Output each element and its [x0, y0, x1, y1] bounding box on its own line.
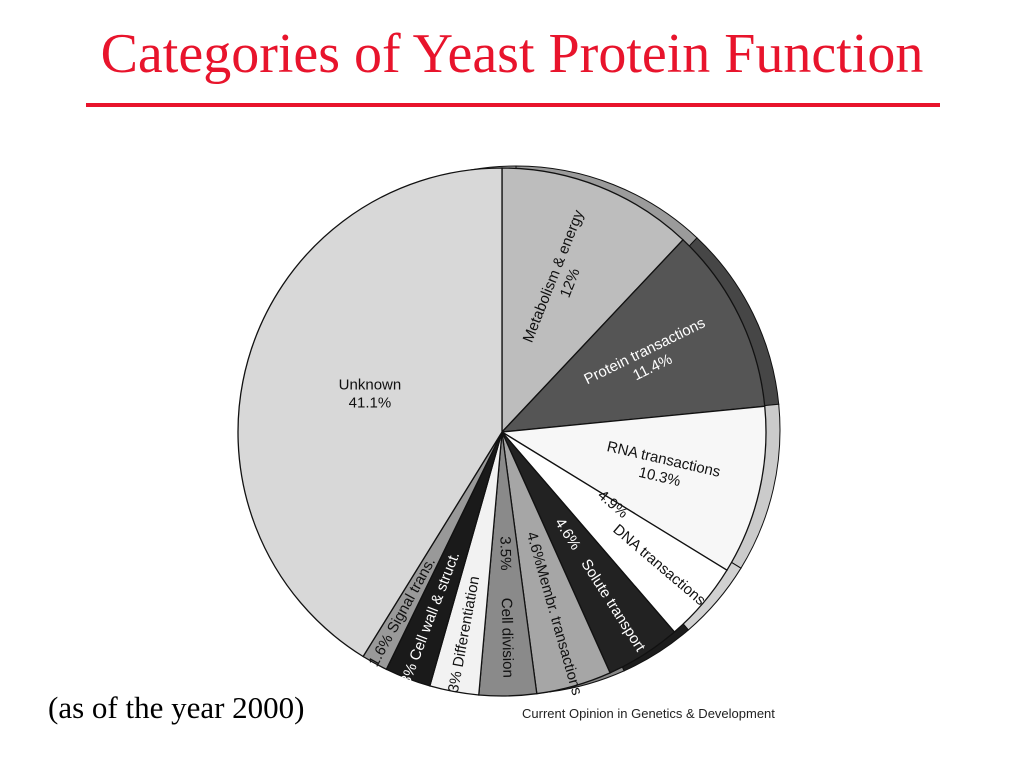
pie-slice-protein-transactions [500, 238, 766, 433]
pie-slices [237, 167, 767, 697]
source-credit: Current Opinion in Genetics & Developmen… [522, 706, 775, 721]
pie-label-value: 3.5% [496, 536, 514, 571]
pie-label-value: 41.1% [349, 394, 392, 411]
pie-slice-unknown [237, 167, 503, 658]
title-underline [86, 103, 940, 107]
pie-slice-rna-transactions [500, 405, 767, 572]
pie-label-cell-division: Cell division 3.5% [496, 536, 516, 678]
footnote: (as of the year 2000) [48, 690, 305, 725]
pie-label-name: Unknown [339, 376, 402, 393]
slide-title: Categories of Yeast Protein Function [100, 23, 924, 85]
pie-label-name: Cell division [498, 598, 517, 678]
pie-slice-metabolism-energy [501, 167, 684, 434]
